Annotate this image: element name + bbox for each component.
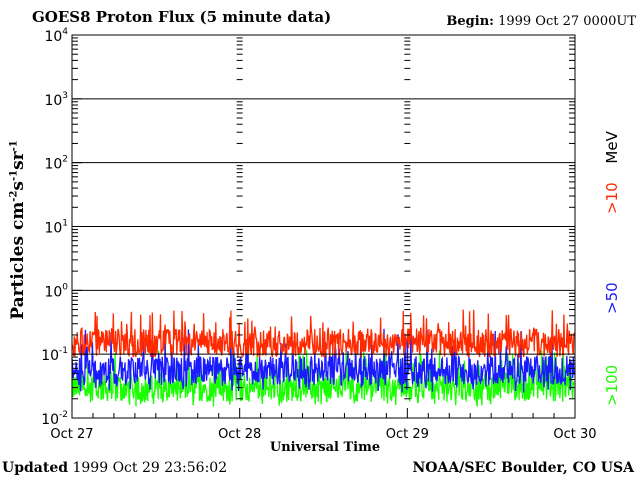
begin-value: 1999 Oct 27 0000UT <box>498 14 636 29</box>
legend-gt100: >100 <box>603 364 621 406</box>
series-line-0 <box>71 309 576 359</box>
chart-title: GOES8 Proton Flux (5 minute data) <box>32 8 332 26</box>
updated-time: Updated 1999 Oct 29 23:56:02 <box>2 460 227 476</box>
begin-label: Begin: <box>446 14 494 29</box>
y-tick-label: 10-1 <box>41 346 68 364</box>
y-tick-label: 101 <box>44 219 68 237</box>
x-tick-label: Oct 27 <box>50 427 93 442</box>
x-axis-label: Universal Time <box>269 440 381 455</box>
begin-time: Begin: 1999 Oct 27 0000UT <box>446 14 636 29</box>
legend-unit: MeV <box>603 131 621 164</box>
y-tick-label: 100 <box>44 282 68 300</box>
series-line-1 <box>71 328 576 393</box>
series-line-2 <box>71 349 575 407</box>
y-tick-label: 102 <box>44 155 68 173</box>
x-tick-label: Oct 29 <box>386 427 429 442</box>
legend-gt50: >50 <box>603 282 621 314</box>
credit: NOAA/SEC Boulder, CO USA <box>412 460 635 476</box>
legend-gt10: >10 MeV <box>603 131 621 214</box>
updated-value: 1999 Oct 29 23:56:02 <box>72 460 228 476</box>
updated-label: Updated <box>2 460 69 476</box>
x-tick-label: Oct 28 <box>218 427 261 442</box>
y-tick-label: 10-2 <box>41 410 68 428</box>
x-tick-label: Oct 30 <box>553 427 596 442</box>
y-tick-label: 104 <box>44 27 68 45</box>
y-tick-label: 103 <box>44 91 68 109</box>
